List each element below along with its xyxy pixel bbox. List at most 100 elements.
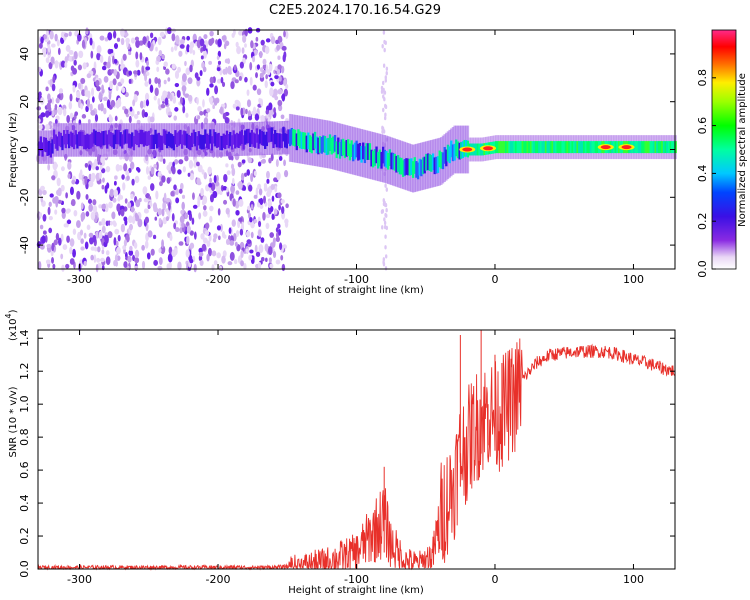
heatmap-noise-blob	[94, 246, 98, 252]
heatmap-noise-blob	[45, 57, 50, 64]
heatmap-band-core	[411, 161, 415, 178]
heatmap-noise-blob	[165, 197, 171, 203]
heatmap-band-core	[661, 141, 664, 154]
heatmap-noise-blob	[180, 39, 185, 45]
heatmap-band-core	[438, 150, 441, 168]
heatmap-noise-blob	[91, 40, 95, 50]
heatmap-noise-blob	[113, 43, 119, 50]
heatmap-band-core	[225, 130, 229, 145]
snr-y-scale-exponent: 4	[4, 313, 13, 318]
heatmap-band-core	[61, 135, 64, 151]
heatmap-noise-blob	[44, 110, 50, 118]
heatmap-noise-blob	[223, 173, 228, 183]
heatmap-noise-blob	[153, 163, 157, 169]
heatmap-noise-blob	[84, 89, 90, 97]
heatmap-noise-blob	[47, 206, 51, 216]
heatmap-band-core	[182, 130, 185, 145]
heatmap-noise-blob	[111, 211, 116, 220]
heatmap-band-core	[237, 133, 240, 149]
heatmap-noise-blob	[61, 207, 66, 214]
heatmap-band-core	[317, 137, 320, 155]
snr-y-tick-label: 1.0	[18, 395, 31, 413]
heatmap-noise-blob	[202, 66, 207, 73]
heatmap-band-core	[368, 143, 372, 160]
heatmap-noise-blob	[275, 159, 279, 168]
heatmap-noise-blob	[77, 64, 83, 71]
heatmap-noise-blob	[189, 173, 195, 181]
heatmap-noise-blob	[152, 202, 158, 211]
heatmap-noise-blob	[117, 234, 121, 242]
heatmap-band-core	[476, 143, 480, 156]
heatmap-noise-blob	[82, 62, 87, 70]
heatmap-noise-blob	[69, 186, 74, 196]
heatmap-noise-blob	[128, 215, 133, 224]
heatmap-noise-blob	[90, 211, 96, 221]
heatmap-band-core	[172, 135, 176, 151]
heatmap-noise-blob	[108, 116, 113, 123]
heatmap-noise-blob	[230, 81, 235, 90]
colorbar-gradient	[711, 29, 737, 270]
heatmap-noise-blob	[66, 219, 72, 225]
heatmap-noise-blob	[269, 232, 275, 238]
snr-marks	[37, 330, 676, 571]
heatmap-noise-blob	[54, 103, 58, 111]
heatmap-band-core	[644, 141, 647, 154]
heatmap-noise-blob	[147, 175, 152, 180]
heatmap-noise-blob	[160, 104, 166, 109]
heatmap-noise-blob	[101, 65, 107, 71]
heatmap-noise-blob	[227, 65, 232, 75]
heatmap-noise-blob	[91, 87, 95, 97]
heatmap-noise-blob	[225, 66, 228, 75]
heatmap-noise-blob	[95, 79, 100, 87]
heatmap-band-core	[523, 141, 526, 154]
heatmap-noise-blob	[109, 49, 114, 54]
heatmap-noise-blob	[268, 157, 272, 164]
heatmap-noise-blob	[88, 203, 93, 212]
heatmap-noise-blob	[258, 244, 264, 254]
heatmap-noise-blob	[265, 38, 271, 43]
heatmap-noise-blob	[283, 78, 287, 86]
heatmap-noise-blob	[234, 241, 238, 247]
heatmap-band-core	[87, 134, 91, 150]
heatmap-noise-blob	[96, 52, 101, 61]
heatmap-noise-blob	[117, 97, 121, 106]
heatmap-noise-blob	[56, 39, 60, 47]
heatmap-band-core	[516, 141, 519, 154]
heatmap-noise-blob	[73, 59, 77, 66]
heatmap-band-core	[546, 141, 549, 154]
heatmap-noise-blob	[237, 161, 242, 168]
heatmap-noise-blob	[182, 105, 186, 114]
heatmap-band-core	[160, 135, 164, 151]
heatmap-band-core	[71, 132, 74, 148]
colorbar-tick-label: 0.6	[696, 117, 709, 135]
heatmap-noise-blob	[174, 45, 178, 51]
heatmap-band-core	[425, 153, 428, 171]
heatmap-band-core	[205, 133, 209, 148]
heatmap-band-core	[511, 141, 514, 154]
heatmap-band-core	[200, 135, 204, 150]
heatmap-band-core	[270, 127, 274, 142]
heatmap-noise-blob	[114, 228, 120, 235]
heatmap-noise-blob	[196, 180, 202, 186]
heatmap-noise-blob	[256, 64, 261, 70]
heatmap-noise-blob	[253, 194, 258, 199]
heatmap-band-core	[99, 133, 102, 148]
heatmap-streak-blob	[381, 44, 384, 49]
heatmap-band-core	[423, 156, 426, 174]
heatmap-noise-blob	[255, 72, 258, 79]
heatmap-streak-blob	[383, 217, 386, 222]
heatmap-noise-blob	[90, 254, 94, 261]
heatmap-band-core	[543, 141, 546, 154]
heatmap-band-core	[197, 131, 200, 146]
heatmap-noise-blob	[81, 114, 87, 119]
heatmap-noise-blob	[208, 182, 213, 188]
heatmap-noise-blob	[88, 237, 94, 245]
heatmap-peak	[621, 145, 632, 150]
heatmap-band-core	[189, 135, 192, 151]
heatmap-noise-blob	[122, 245, 127, 250]
heatmap-streak-blob	[381, 125, 384, 131]
heatmap-noise-blob	[177, 169, 182, 175]
heatmap-band-core	[385, 151, 388, 168]
heatmap-noise-blob	[92, 205, 98, 213]
heatmap-band-core	[59, 132, 63, 148]
